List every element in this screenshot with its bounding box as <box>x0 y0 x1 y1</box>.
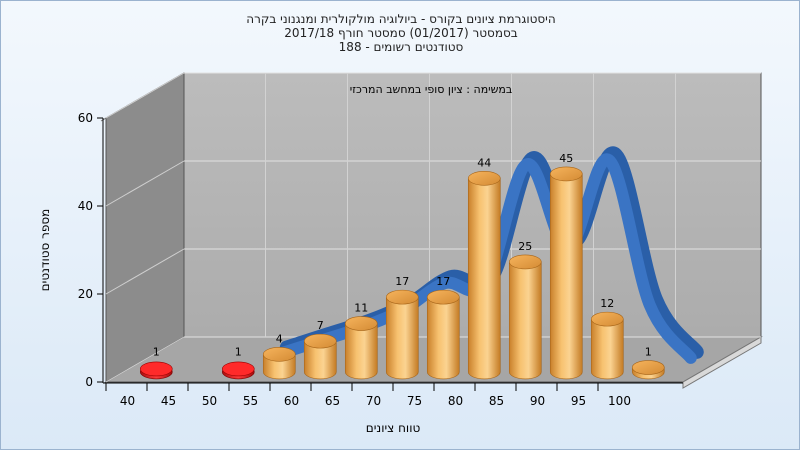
x-axis-title: טווח ציונים <box>366 421 421 435</box>
bar-value-label: 1 <box>235 346 242 359</box>
bar-value-label: 12 <box>600 297 614 310</box>
chart-side-wall <box>105 72 185 383</box>
bar-70-75 <box>385 289 419 380</box>
grid-line-side <box>105 160 185 207</box>
bar-85-90 <box>508 254 542 380</box>
bar-65-70 <box>344 316 378 380</box>
bar-40-45 <box>139 361 173 380</box>
bar-value-label: 25 <box>518 240 532 253</box>
bar-value-label: 11 <box>354 302 368 315</box>
x-tick-label: 75 <box>407 394 422 408</box>
bar-80-85 <box>467 171 501 380</box>
y-tick-label: 0 <box>85 375 93 389</box>
chart-title-line-1: היסטוגרמת ציונים בקורס - ביולוגיה מולקול… <box>246 12 555 26</box>
x-tick-label: 80 <box>448 394 463 408</box>
bar-body <box>467 178 501 380</box>
grid-line-side <box>105 336 185 383</box>
bar-body <box>426 296 460 380</box>
bar-value-label: 45 <box>559 152 573 165</box>
bar-value-label: 17 <box>395 275 409 288</box>
bar-value-label: 7 <box>317 319 324 332</box>
bar-body <box>385 296 419 380</box>
x-tick-label: 45 <box>161 394 176 408</box>
bar-body <box>344 323 378 380</box>
bar-top <box>344 316 378 331</box>
bar-body <box>590 318 624 380</box>
bar-value-label: 1 <box>153 346 160 359</box>
x-tick-label: 70 <box>366 394 381 408</box>
chart-subtitle: במשימה : ציון סופי במחשב המרכזי <box>350 83 513 96</box>
x-tick-label: 55 <box>243 394 258 408</box>
bar-body <box>508 261 542 380</box>
bar-top <box>467 171 501 186</box>
bar-value-label: 1 <box>645 346 652 359</box>
chart-title-line-3: סטודנטים רשומים - 188 <box>339 40 464 54</box>
bar-60-65 <box>303 333 337 380</box>
y-tick-label: 60 <box>78 111 93 125</box>
bar-top <box>631 360 665 375</box>
bar-body <box>303 340 337 380</box>
grid-line-side <box>105 248 185 295</box>
y-tick-label: 20 <box>78 287 93 301</box>
bar-value-label: 17 <box>436 275 450 288</box>
bar-90-95 <box>549 166 583 380</box>
x-tick-label: 85 <box>489 394 504 408</box>
x-tick-label: 90 <box>530 394 545 408</box>
bar-55-60 <box>262 347 296 380</box>
bar-75-80 <box>426 289 460 380</box>
bar-top <box>139 361 173 377</box>
grid-line-side <box>105 72 185 119</box>
bar-top <box>262 347 296 362</box>
x-tick-label: 100 <box>608 394 631 408</box>
bar-body <box>549 173 583 380</box>
bar-100 <box>631 360 665 380</box>
bar-top <box>385 289 419 305</box>
bar-top <box>590 311 624 327</box>
y-tick-label: 40 <box>78 199 93 213</box>
x-axis-ticks: 40 45 50 55 60 65 70 75 80 85 90 95 100 <box>105 383 631 408</box>
bars-layer <box>139 166 665 380</box>
bar-top <box>508 254 542 270</box>
x-tick-label: 40 <box>120 394 135 408</box>
bar-value-label: 4 <box>276 332 283 345</box>
bar-top <box>221 361 255 377</box>
y-axis-title: מספר סטודנטים <box>38 209 52 292</box>
bar-top <box>303 333 337 349</box>
bar-top <box>549 166 583 182</box>
x-tick-label: 50 <box>202 394 217 408</box>
x-tick-label: 95 <box>571 394 586 408</box>
bar-top <box>426 289 460 305</box>
bar-95-100 <box>590 311 624 380</box>
y-axis-ticks: 0 20 40 60 <box>78 111 103 389</box>
x-tick-label: 60 <box>284 394 299 408</box>
chart-title-line-2: בסמסטר (01/2017) סמסטר חורף 2017/18 <box>284 26 517 40</box>
bar-value-label: 44 <box>477 156 491 169</box>
bar-50-55 <box>221 361 255 380</box>
chart-floor-edge <box>682 336 762 389</box>
x-tick-label: 65 <box>325 394 340 408</box>
